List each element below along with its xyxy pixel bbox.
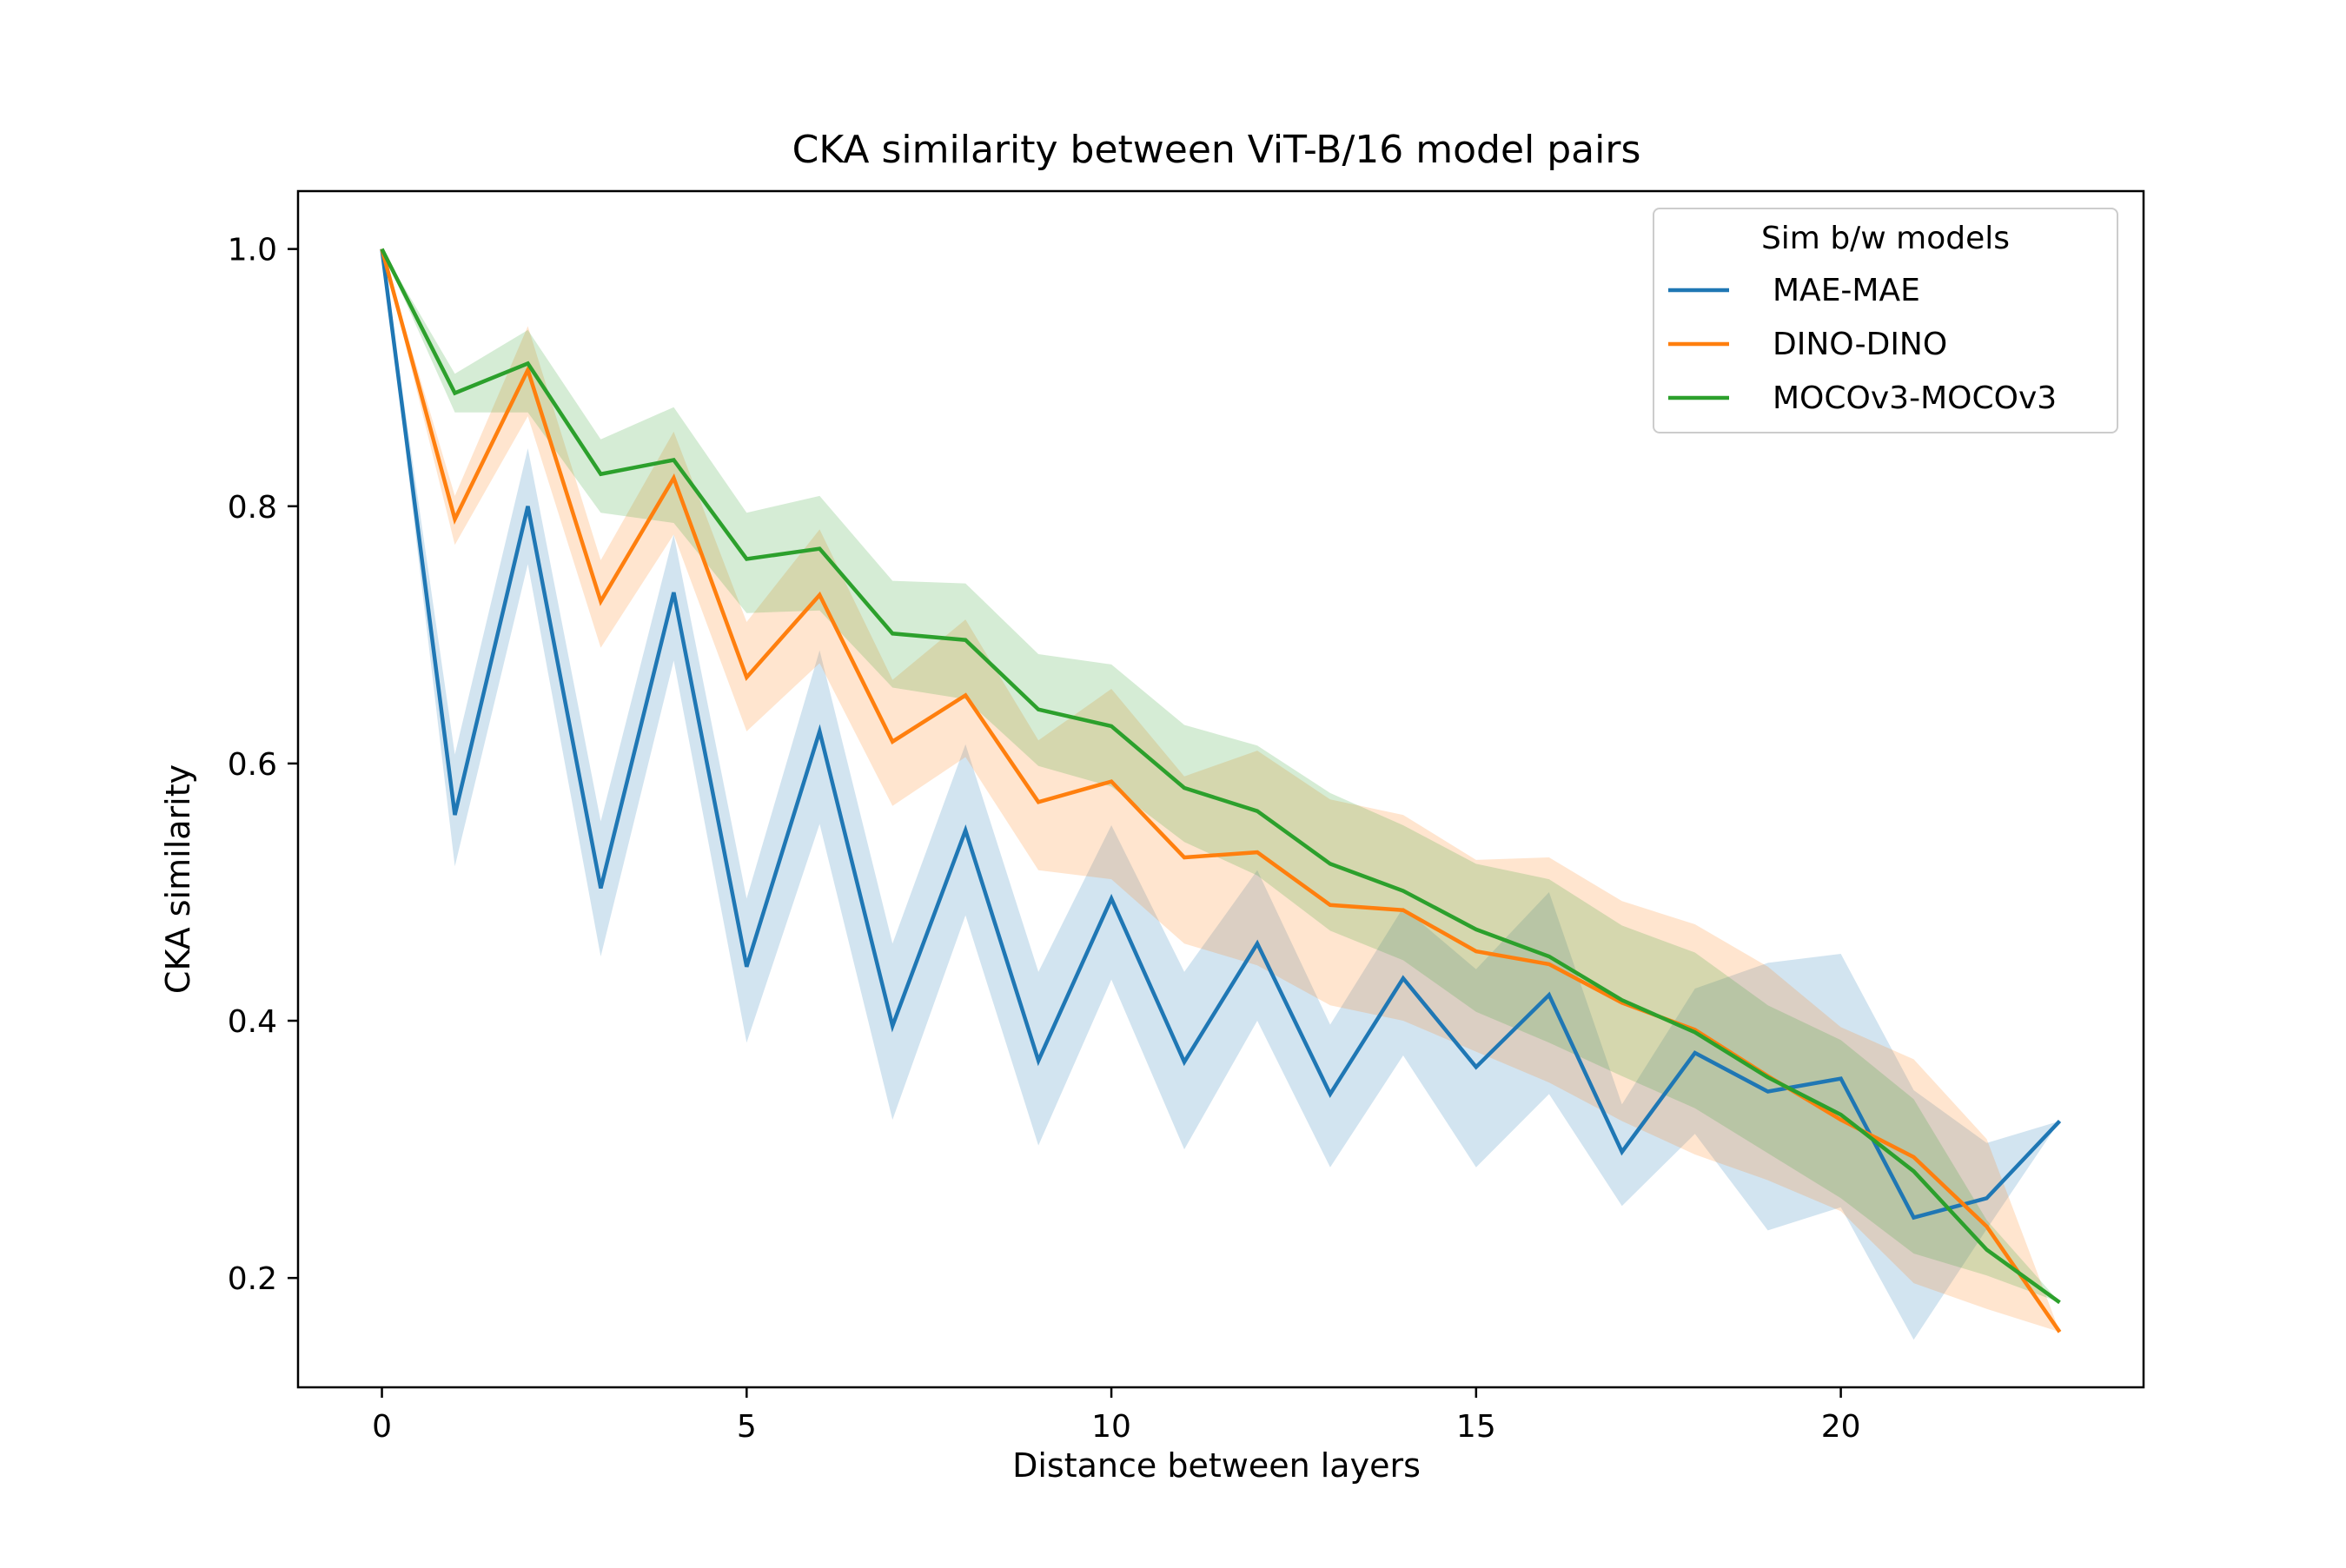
x-axis: 0 5 10 15 20 [372,1387,1861,1445]
line-mae-mae [380,248,2062,1221]
x-tick-label: 20 [1821,1409,1861,1445]
band-mocov3-mocov3 [381,248,2060,1303]
line-mocov3-mocov3 [380,248,2061,1305]
x-tick-label: 10 [1091,1409,1131,1445]
x-axis-label: Distance between layers [1012,1446,1421,1485]
plot-frame [296,189,2145,1389]
y-tick-label: 0.2 [228,1261,277,1297]
x-tick-label: 0 [372,1409,392,1445]
y-axis: 0.2 0.4 0.6 0.8 1.0 [228,233,298,1297]
legend-label-mocov3-mocov3: MOCOv3-MOCOv3 [1773,380,2057,416]
y-tick-label: 0.4 [228,1004,277,1040]
band-dino-dino [381,248,2060,1333]
legend-title: Sim b/w models [1761,221,2010,256]
legend-box [1653,208,2118,433]
y-axis-label: CKA similarity [159,764,197,994]
y-tick-label: 0.8 [228,490,277,526]
legend-label-mae-mae: MAE-MAE [1773,273,1920,308]
legend-label-dino-dino: DINO-DINO [1773,327,1947,362]
confidence-bands [381,248,2060,1340]
band-mae-mae [381,248,2060,1340]
series-lines [380,248,2062,1333]
legend: Sim b/w models MAE-MAE DINO-DINO MOCOv3-… [1653,208,2118,433]
x-tick-label: 15 [1456,1409,1496,1445]
y-tick-label: 1.0 [228,233,277,268]
y-tick-label: 0.6 [228,747,277,783]
chart-title: CKA similarity between ViT-B/16 model pa… [792,128,1641,172]
x-tick-label: 5 [737,1409,757,1445]
